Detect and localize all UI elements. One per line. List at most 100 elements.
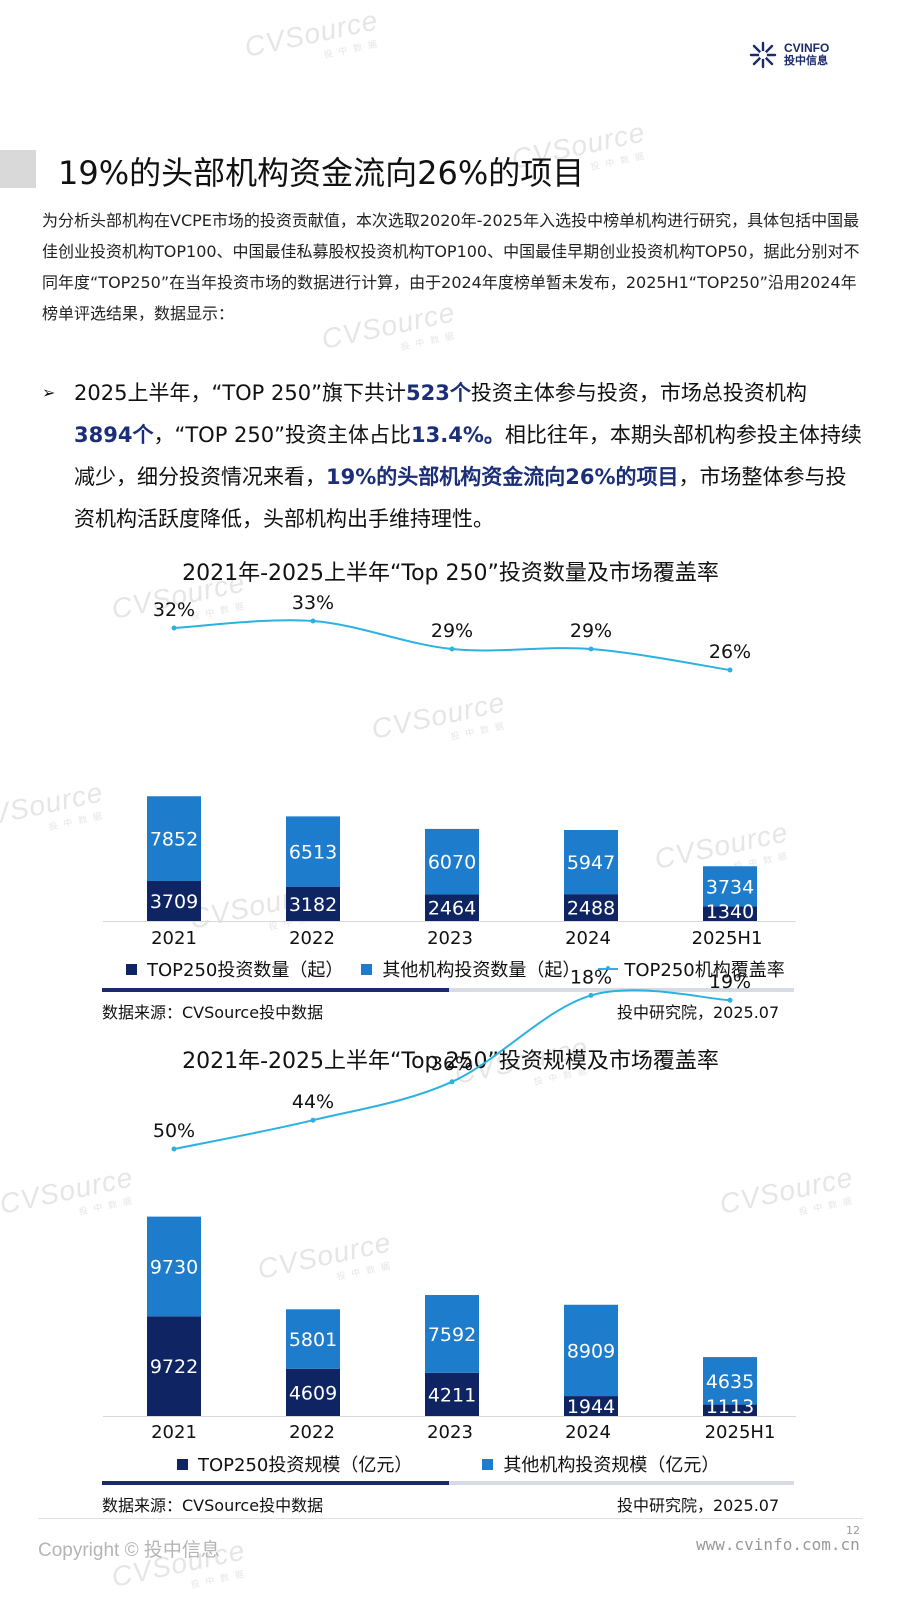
legend-swatch [361,963,373,975]
coverage-point [727,667,733,673]
coverage-point [588,646,594,652]
legend-swatch [126,963,137,975]
bar-label-top250: 9722 [150,1356,198,1378]
bar-top250 [147,1316,201,1416]
bar-label-other: 4635 [706,1371,754,1393]
coverage-point [171,625,177,631]
bar-top250 [425,894,479,921]
chart2-legend: TOP250投资规模（亿元） 其他机构投资规模（亿元） [177,1451,719,1477]
chart1-title: 2021年-2025上半年“Top 250”投资数量及市场覆盖率 [182,561,719,586]
chart2-x-tick: 2021 [151,1422,197,1443]
legend-swatch [482,1458,494,1470]
key-findings: ➢ 2025上半年，“TOP 250”旗下共计523个投资主体参与投资，市场总投… [42,372,862,540]
bar-top250 [286,1368,340,1416]
coverage-point [171,1146,177,1152]
bar-top250 [286,886,340,921]
chart2-x-tick: 2023 [427,1422,473,1443]
chart1-x-tick: 2024 [565,928,611,949]
bar-label-other: 7592 [428,1324,476,1346]
chart1-source-divider [102,988,794,992]
copyright: Copyright © 投中信息 [38,1540,220,1561]
chart2-source-divider [102,1481,794,1485]
coverage-label: 29% [431,620,473,642]
coverage-point [449,1079,455,1085]
chart1-x-tick: 2021 [151,928,197,949]
logo: CVINFO 投中信息 [748,40,829,70]
coverage-label: 44% [292,1091,334,1113]
title-accent-bar [0,150,36,188]
chart1-x-tick: 2022 [289,928,335,949]
coverage-label: 26% [709,641,751,663]
bar-other [564,1304,618,1397]
coverage-label: 29% [570,620,612,642]
bar-other [703,1357,757,1405]
highlight-value: 13.4%。 [411,423,505,447]
bar-other [286,816,340,887]
coverage-label: 33% [292,592,334,614]
bar-label-top250: 1113 [706,1396,754,1418]
bullet-text: ，“TOP 250”投资主体占比 [153,423,411,447]
bar-other [564,829,618,895]
bar-other [286,1309,340,1369]
chart2-title: 2021年-2025上半年“Top 250”投资规模及市场覆盖率 [182,1049,719,1074]
bullet-text: 相比往年，本期头部机构参投主体持续减少，细分投资情况来看， [74,423,862,489]
highlight-value: 523个 [405,381,471,405]
bar-other [425,1295,479,1373]
bar-label-top250: 4609 [289,1382,337,1404]
bar-label-top250: 1340 [706,901,754,923]
bar-label-other: 5801 [289,1329,337,1351]
bar-label-top250: 3182 [289,894,337,916]
coverage-label: 18% [570,966,612,988]
legend-label: TOP250机构覆盖率 [624,960,785,981]
legend-swatch [177,1458,188,1470]
bar-top250 [564,1396,618,1416]
coverage-label: 19% [709,971,751,993]
bar-label-top250: 2464 [428,898,476,920]
legend-label: 其他机构投资规模（亿元） [503,1455,720,1476]
bar-other [147,1216,201,1317]
website-url: www.cvinfo.com.cn [696,1535,860,1554]
coverage-label: 36% [431,1053,473,1075]
bar-label-other: 9730 [150,1256,198,1278]
legend-label: TOP250投资数量（起） [147,960,344,981]
bullet-text: ，市场整体参与投资机构活跃度降低，头部机构出手维持理性。 [74,465,847,531]
bar-label-top250: 3709 [150,891,198,913]
bullet-text: 2025上半年，“TOP 250”旗下共计 [74,381,406,405]
chart1-x-tick: 2023 [427,928,473,949]
bar-label-other: 5947 [567,852,615,874]
chart1-x-axis [103,921,796,922]
chart1-legend: TOP250投资数量（起） 其他机构投资数量（起） TOP250机构覆盖率 [126,956,785,982]
legend-label: 其他机构投资数量（起） [382,960,581,981]
bar-other [147,796,201,881]
logo-sub: 投中信息 [784,55,828,67]
bar-top250 [703,1404,757,1416]
coverage-point [588,992,594,998]
bar-label-top250: 1944 [567,1396,615,1418]
bar-label-other: 7852 [150,829,198,851]
cvinfo-logo-icon [749,41,777,69]
bullet-text: 投资主体参与投资，市场总投资机构 [470,381,807,405]
bar-label-other: 8909 [567,1340,615,1362]
chart2-x-axis [103,1416,796,1417]
bar-top250 [703,906,757,921]
bar-top250 [425,1372,479,1416]
chart1-source: 数据来源：CVSource投中数据 [102,1003,324,1022]
chart2-x-tick: 2025H1 [704,1422,776,1443]
bar-top250 [147,880,201,921]
legend-line-swatch [598,966,619,970]
bar-top250 [564,894,618,921]
bar-label-top250: 2488 [567,898,615,920]
bar-label-other: 6070 [428,852,476,874]
coverage-point [310,1117,316,1123]
coverage-label: 50% [153,1120,195,1142]
chart1-publisher: 投中研究院，2025.07 [617,1003,780,1022]
bullet-arrow-icon: ➢ [42,383,56,402]
footer-divider [38,1518,863,1519]
bar-label-other: 6513 [289,842,337,864]
bar-other [425,828,479,895]
chart1-x-tick: 2025H1 [691,928,763,949]
intro-paragraph: 为分析头部机构在VCPE市场的投资贡献值，本次选取2020年-2025年入选投中… [42,211,860,323]
coverage-label: 32% [153,599,195,621]
